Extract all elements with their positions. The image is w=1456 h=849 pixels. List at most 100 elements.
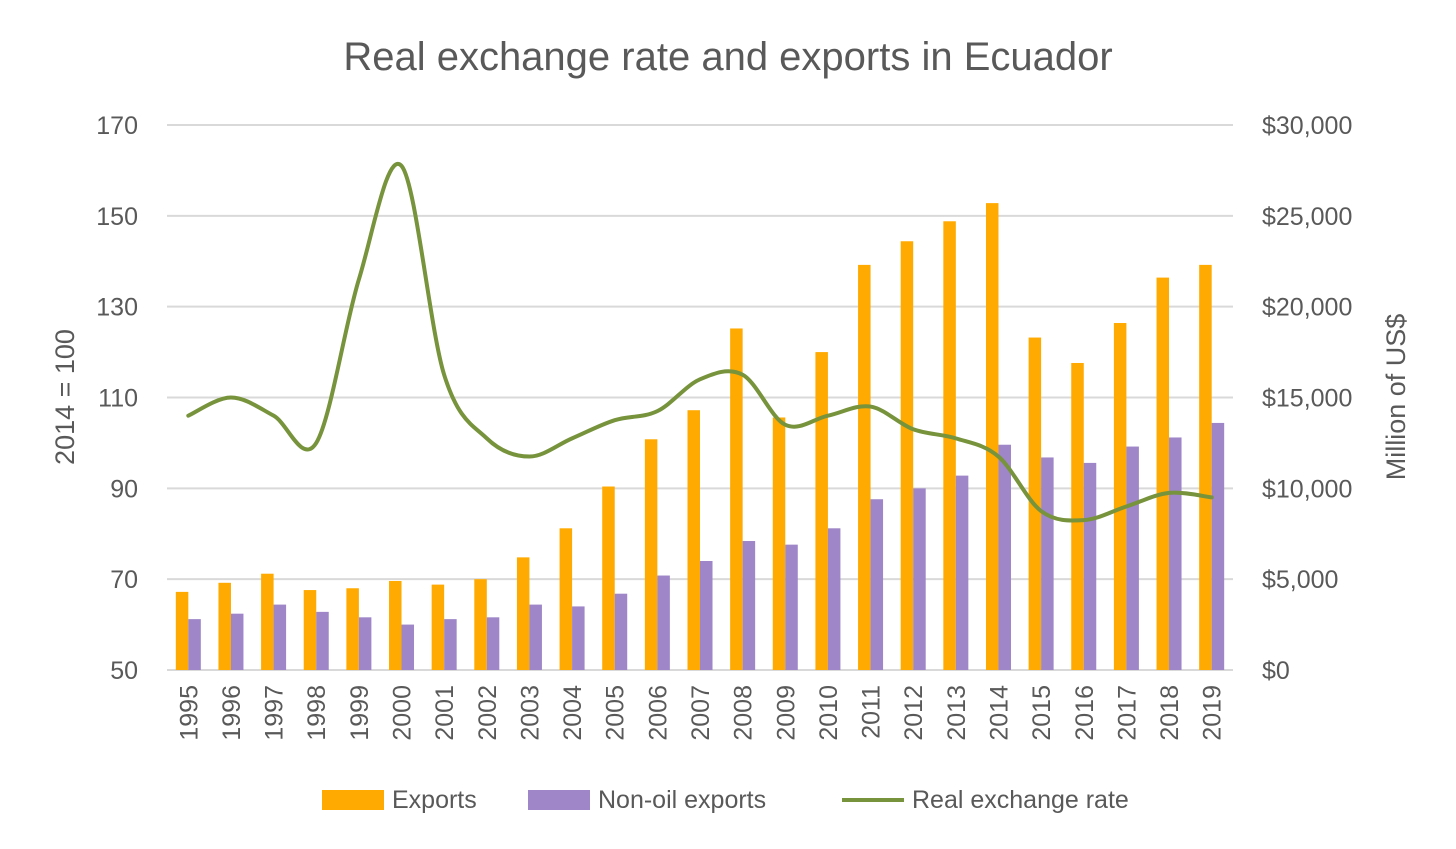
non-oil-exports-bar xyxy=(401,624,415,670)
x-tick-label: 2019 xyxy=(1199,685,1227,741)
exports-bar xyxy=(431,584,445,670)
legend-swatch xyxy=(322,790,384,810)
non-oil-exports-bar xyxy=(657,575,670,670)
non-oil-exports-bar xyxy=(614,593,628,670)
exports-bar xyxy=(858,264,871,670)
legend-item: Non-oil exports xyxy=(528,786,766,814)
exports-bar xyxy=(1113,323,1127,670)
non-oil-exports-bar xyxy=(870,499,884,670)
legend-label: Non-oil exports xyxy=(598,786,766,814)
left-tick-label: 130 xyxy=(96,294,138,322)
exports-bar xyxy=(900,241,914,670)
non-oil-exports-bar xyxy=(955,475,969,670)
left-axis-title: 2014 = 100 xyxy=(50,329,80,465)
non-oil-exports-bar xyxy=(486,617,500,670)
line-series xyxy=(186,161,1214,523)
bar-series xyxy=(175,203,1225,671)
left-tick-label: 90 xyxy=(110,475,138,503)
left-tick-label: 70 xyxy=(110,566,138,594)
exports-bar xyxy=(985,203,999,670)
chart-title: Real exchange rate and exports in Ecuado… xyxy=(343,35,1112,79)
right-tick-label: $30,000 xyxy=(1262,112,1352,140)
x-tick-label: 2017 xyxy=(1113,685,1141,741)
right-tick-label: $15,000 xyxy=(1262,385,1352,413)
non-oil-exports-bar xyxy=(273,604,287,670)
x-tick-label: 1999 xyxy=(346,685,374,741)
x-tick-label: 2018 xyxy=(1156,685,1184,741)
left-tick-label: 50 xyxy=(110,657,138,685)
x-tick-label: 2007 xyxy=(687,685,715,741)
non-oil-exports-bar xyxy=(529,604,542,670)
non-oil-exports-bar xyxy=(188,619,201,670)
non-oil-exports-bar xyxy=(913,488,926,670)
exports-bar xyxy=(303,590,317,670)
x-tick-label: 2015 xyxy=(1028,685,1056,741)
exports-bar xyxy=(559,528,573,670)
non-oil-exports-bar xyxy=(1083,462,1097,670)
x-tick-label: 2014 xyxy=(985,685,1013,741)
x-tick-label: 1996 xyxy=(218,685,246,741)
exports-bar xyxy=(1156,277,1170,670)
exports-bar xyxy=(175,591,189,670)
left-axis-ticks: 170 150 130 110 90 70 50 xyxy=(96,112,138,685)
non-oil-exports-bar xyxy=(827,528,841,670)
non-oil-exports-bar xyxy=(230,613,244,670)
right-tick-label: $25,000 xyxy=(1262,203,1352,231)
exports-bar xyxy=(687,410,700,670)
non-oil-exports-bar xyxy=(1126,446,1139,670)
non-oil-exports-bar xyxy=(742,541,756,670)
non-oil-exports-bar xyxy=(444,619,457,670)
exports-bar xyxy=(772,417,786,670)
right-axis-ticks: $30,000 $25,000 $20,000 $15,000 $10,000 $5,00… xyxy=(1262,112,1352,685)
x-tick-label: 2003 xyxy=(516,685,544,741)
x-tick-label: 2000 xyxy=(389,685,417,741)
x-tick-label: 2006 xyxy=(644,685,672,741)
right-tick-label: $20,000 xyxy=(1262,294,1352,322)
x-axis-ticks: 1995 1996 1997 1998 1999 2000 2001 2002 2003 2004… xyxy=(175,685,1226,741)
left-tick-label: 110 xyxy=(98,385,138,413)
exports-bar xyxy=(943,221,956,671)
legend-item: Real exchange rate xyxy=(842,786,1129,814)
non-oil-exports-bar xyxy=(572,606,585,670)
exports-bar xyxy=(474,579,487,670)
non-oil-exports-bar xyxy=(785,544,798,670)
x-tick-label: 1998 xyxy=(303,685,331,741)
legend-label: Exports xyxy=(392,786,477,814)
exports-bar xyxy=(516,557,530,670)
exports-bar xyxy=(644,439,658,670)
x-tick-label: 2011 xyxy=(858,685,886,739)
x-tick-label: 2016 xyxy=(1071,685,1099,741)
real-exchange-rate-line xyxy=(186,161,1214,523)
exports-bar xyxy=(1071,362,1084,670)
x-tick-label: 2005 xyxy=(602,685,630,741)
non-oil-exports-bar xyxy=(700,561,713,670)
non-oil-exports-bar xyxy=(1211,422,1225,670)
non-oil-exports-bar xyxy=(1041,457,1054,670)
exports-bar xyxy=(389,580,402,670)
exports-bar xyxy=(1199,264,1212,670)
x-tick-label: 2012 xyxy=(900,685,928,741)
legend-label: Real exchange rate xyxy=(912,786,1129,814)
exports-bar xyxy=(261,573,274,670)
x-tick-label: 2008 xyxy=(730,685,758,741)
left-tick-label: 170 xyxy=(96,112,138,140)
exports-bar xyxy=(815,352,828,670)
right-axis-title: Million of US$ xyxy=(1381,314,1411,481)
exports-bar xyxy=(602,486,615,670)
exports-bar xyxy=(346,588,359,670)
non-oil-exports-bar xyxy=(316,611,329,670)
x-tick-label: 2004 xyxy=(559,685,587,741)
legend-item: Exports xyxy=(322,786,477,814)
right-tick-label: $10,000 xyxy=(1262,475,1352,503)
x-tick-label: 2013 xyxy=(943,685,971,741)
non-oil-exports-bar xyxy=(998,444,1011,670)
non-oil-exports-bar xyxy=(1169,437,1182,670)
legend: Exports Non-oil exports Real exchange rate xyxy=(322,786,1129,814)
right-tick-label: $0 xyxy=(1262,657,1290,685)
x-tick-label: 2001 xyxy=(431,685,459,741)
legend-swatch xyxy=(528,790,590,810)
right-tick-label: $5,000 xyxy=(1262,566,1338,594)
x-tick-label: 1997 xyxy=(261,685,289,741)
